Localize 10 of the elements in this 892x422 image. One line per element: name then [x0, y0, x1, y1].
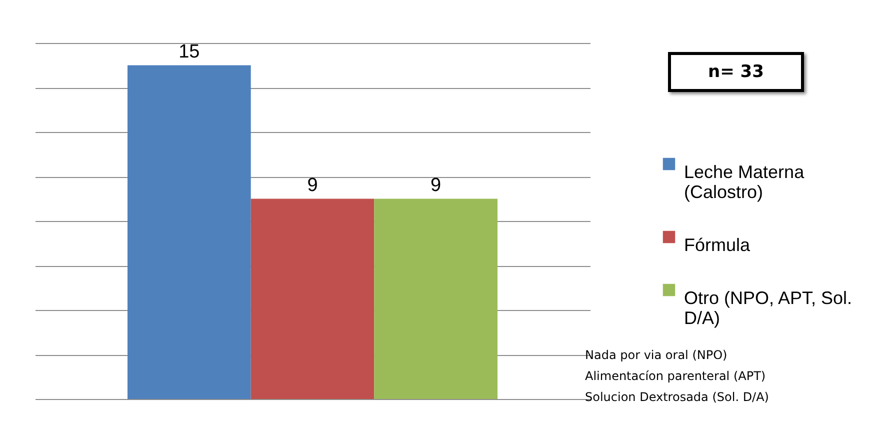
- data-label: 15: [178, 41, 200, 62]
- annotation: Alimentacíon parenteral (APT): [585, 368, 767, 385]
- legend-label: Leche Materna (Calostro): [684, 162, 806, 202]
- data-label: 9: [307, 174, 318, 196]
- legend-label: Otro (NPO, APT, Sol. D/A): [684, 288, 852, 328]
- annotation: Solucion Dextrosada (Sol. D/A): [585, 389, 769, 406]
- data-label: 9: [430, 174, 442, 196]
- annotation: Nada por via oral (NPO): [585, 347, 728, 364]
- text: n= 33: [668, 52, 804, 92]
- legend-label: Fórmula: [684, 235, 752, 255]
